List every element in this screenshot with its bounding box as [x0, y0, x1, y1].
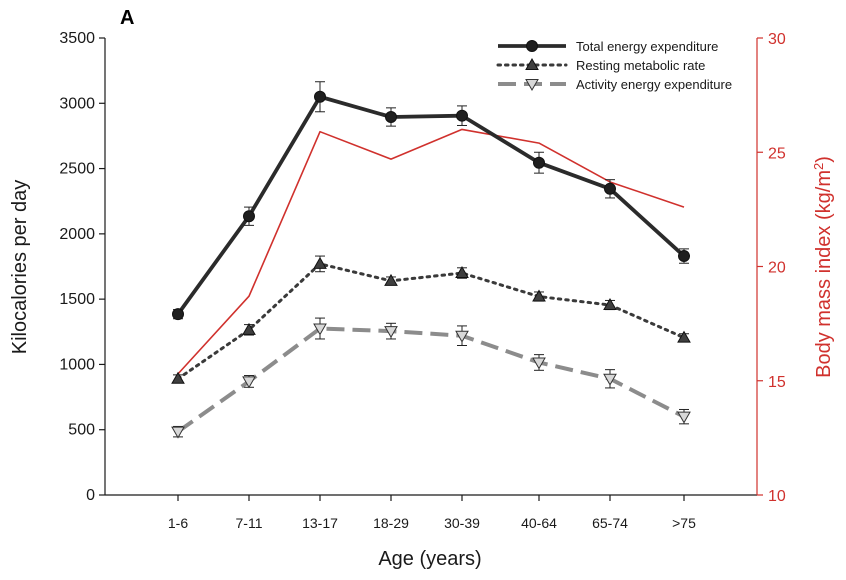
legend-item-activity: Activity energy expenditure — [498, 77, 732, 92]
x-tick-label: 18-29 — [373, 515, 409, 531]
y-tick-label: 3500 — [59, 30, 95, 47]
x-tick-label: 40-64 — [521, 515, 557, 531]
legend-marker-resting — [525, 57, 539, 70]
series-line-resting — [176, 262, 686, 381]
y-tick-label: 500 — [68, 422, 95, 439]
series-total — [172, 81, 690, 321]
y2-axis-title-sup: 2 — [811, 163, 826, 170]
data-point-activity — [532, 357, 546, 370]
y-tick-label: 2500 — [59, 161, 95, 178]
data-point-total — [678, 250, 690, 263]
data-point-resting — [384, 273, 398, 286]
data-point-total — [243, 210, 255, 223]
y-tick-label: 1500 — [59, 291, 95, 308]
data-point-resting — [455, 266, 469, 279]
data-point-activity — [603, 373, 617, 386]
data-point-resting — [532, 289, 546, 302]
data-point-resting — [242, 322, 256, 335]
data-point-activity — [242, 376, 256, 389]
data-point-resting — [677, 330, 691, 343]
series-bmi — [177, 128, 685, 375]
data-point-total — [533, 156, 545, 169]
data-point-activity — [171, 426, 185, 439]
data-point-activity — [677, 411, 691, 424]
x-tick-label: 13-17 — [302, 515, 338, 531]
y2-tick-label: 25 — [768, 145, 786, 162]
y2-axis-title-main: Body mass index (kg/m — [813, 170, 835, 378]
legend-label-total: Total energy expenditure — [576, 39, 718, 54]
legend-item-resting: Resting metabolic rate — [496, 57, 705, 73]
y2-tick-label: 15 — [768, 374, 786, 391]
y-tick-label: 3000 — [59, 95, 95, 112]
x-tick-label: >75 — [672, 515, 696, 531]
x-tick-label: 30-39 — [444, 515, 480, 531]
y2-tick-label: 20 — [768, 260, 786, 277]
x-tick-label: 65-74 — [592, 515, 628, 531]
series-line-activity — [176, 326, 685, 434]
legend-label-activity: Activity energy expenditure — [576, 77, 732, 92]
data-point-total — [314, 90, 326, 103]
x-tick-label: 1-6 — [168, 515, 188, 531]
legend-label-resting: Resting metabolic rate — [576, 58, 705, 73]
series-line-bmi — [177, 128, 685, 375]
series-resting — [171, 255, 691, 384]
y2-axis-title: Body mass index (kg/m2) — [811, 156, 835, 378]
y-tick-label: 1000 — [59, 356, 95, 373]
y2-axis-title-close: ) — [813, 156, 835, 163]
data-point-total — [456, 109, 468, 122]
legend-marker-activity — [525, 79, 539, 92]
data-point-activity — [313, 323, 327, 336]
series-line-total — [176, 94, 686, 316]
legend-marker-total — [526, 40, 538, 52]
legend: Total energy expenditure Resting metaboli… — [496, 39, 732, 92]
data-point-total — [385, 110, 397, 123]
data-point-resting — [603, 298, 617, 311]
y2-tick-label: 30 — [768, 31, 786, 48]
x-tick-label: 7-11 — [236, 515, 263, 531]
data-point-activity — [455, 330, 469, 343]
x-axis-title: Age (years) — [378, 548, 481, 570]
series-activity — [171, 317, 691, 439]
data-point-total — [604, 182, 616, 195]
legend-item-total: Total energy expenditure — [498, 39, 718, 54]
y-tick-label: 2000 — [59, 226, 95, 243]
y-tick-label: 0 — [86, 487, 95, 504]
data-point-resting — [313, 256, 327, 269]
y2-tick-label: 10 — [768, 488, 786, 505]
panel-label: A — [120, 7, 134, 29]
series-layer — [171, 81, 691, 439]
y-axis-title: Kilocalories per day — [9, 180, 31, 355]
data-point-activity — [384, 326, 398, 339]
data-point-resting — [171, 371, 185, 384]
data-point-total — [172, 308, 184, 321]
axes: 0 500 1000 1500 2000 2500 3000 3500 10 15 20 25 30 1-… — [59, 30, 785, 531]
